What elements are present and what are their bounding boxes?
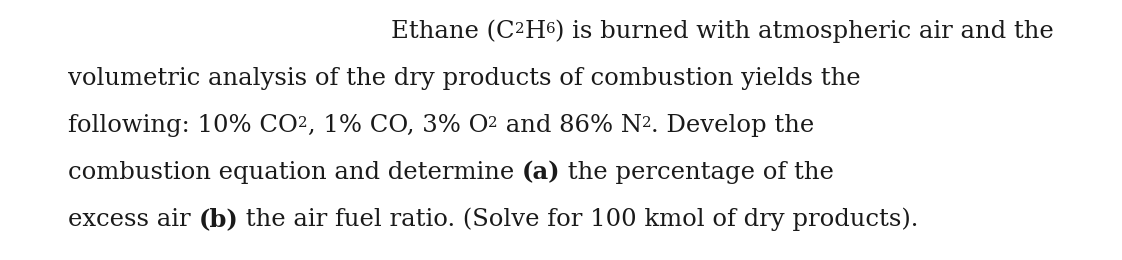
Text: (a): (a)	[522, 160, 561, 184]
Text: excess air: excess air	[68, 208, 199, 231]
Text: ) is burned with atmospheric air and the: ) is burned with atmospheric air and the	[555, 20, 1054, 43]
Text: 2: 2	[642, 116, 652, 130]
Text: (b): (b)	[199, 207, 238, 231]
Text: the air fuel ratio. (Solve for 100 kmol of dry products).: the air fuel ratio. (Solve for 100 kmol …	[238, 207, 919, 231]
Text: the percentage of the: the percentage of the	[561, 161, 835, 184]
Text: H: H	[524, 20, 545, 43]
Text: Ethane (C: Ethane (C	[392, 20, 515, 43]
Text: 2: 2	[515, 22, 524, 36]
Text: 2: 2	[488, 116, 498, 130]
Text: , 1% CO, 3% O: , 1% CO, 3% O	[307, 114, 488, 137]
Text: . Develop the: . Develop the	[652, 114, 815, 137]
Text: 2: 2	[297, 116, 307, 130]
Text: volumetric analysis of the dry products of combustion yields the: volumetric analysis of the dry products …	[68, 67, 861, 90]
Text: following: 10% CO: following: 10% CO	[68, 114, 297, 137]
Text: 6: 6	[545, 22, 555, 36]
Text: and 86% N: and 86% N	[498, 114, 642, 137]
Text: combustion equation and determine: combustion equation and determine	[68, 161, 522, 184]
